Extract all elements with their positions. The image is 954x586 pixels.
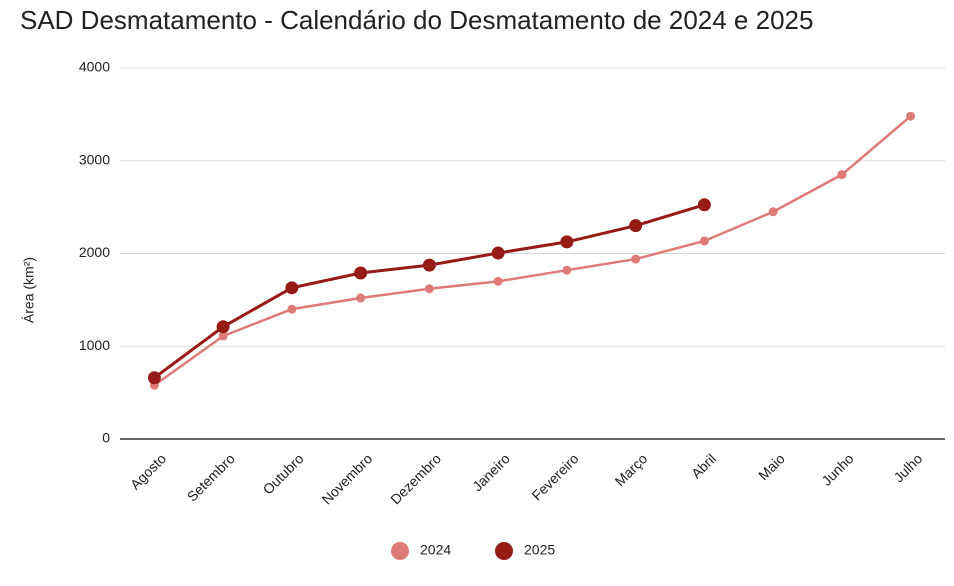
data-point [147,371,161,385]
data-point [768,207,778,217]
data-point [562,265,572,275]
y-tick-label: 0 [102,430,110,446]
legend-label: 2025 [524,542,555,558]
x-tick-label: Setembro [184,450,238,504]
x-tick-label: Julho [890,450,925,485]
x-tick-label: Dezembro [387,450,444,507]
data-point [216,320,230,334]
data-point [424,284,434,294]
data-point [631,254,641,264]
data-point [493,276,503,286]
legend-label: 2024 [420,542,451,558]
data-point [218,331,228,341]
x-tick-label: Março [612,450,651,489]
series-line [153,115,912,387]
y-tick-label: 3000 [79,151,110,167]
data-point [356,293,366,303]
data-point [699,236,709,246]
data-point [491,246,505,260]
y-axis-label: Área (km²) [21,257,37,323]
x-tick-label: Abril [688,450,719,481]
data-point [629,219,643,233]
data-point [697,198,711,212]
data-point [906,111,916,121]
y-tick-label: 1000 [79,337,110,353]
x-tick-label: Fevereiro [528,450,581,503]
chart-title: SAD Desmatamento - Calendário do Desmata… [20,5,813,35]
legend-marker [391,542,409,560]
x-tick-label: Agosto [127,450,169,492]
x-tick-label: Outubro [260,450,307,497]
x-tick-label: Novembro [318,450,375,507]
data-point [285,281,299,295]
y-tick-label: 4000 [79,59,110,75]
data-point [422,258,436,272]
y-tick-label: 2000 [79,244,110,260]
data-point [287,304,297,314]
x-tick-label: Janeiro [469,450,513,494]
data-point [560,235,574,249]
x-tick-label: Maio [755,450,788,483]
x-tick-label: Junho [818,450,856,488]
legend-marker [495,542,513,560]
data-point [837,170,847,180]
data-point [354,266,368,280]
